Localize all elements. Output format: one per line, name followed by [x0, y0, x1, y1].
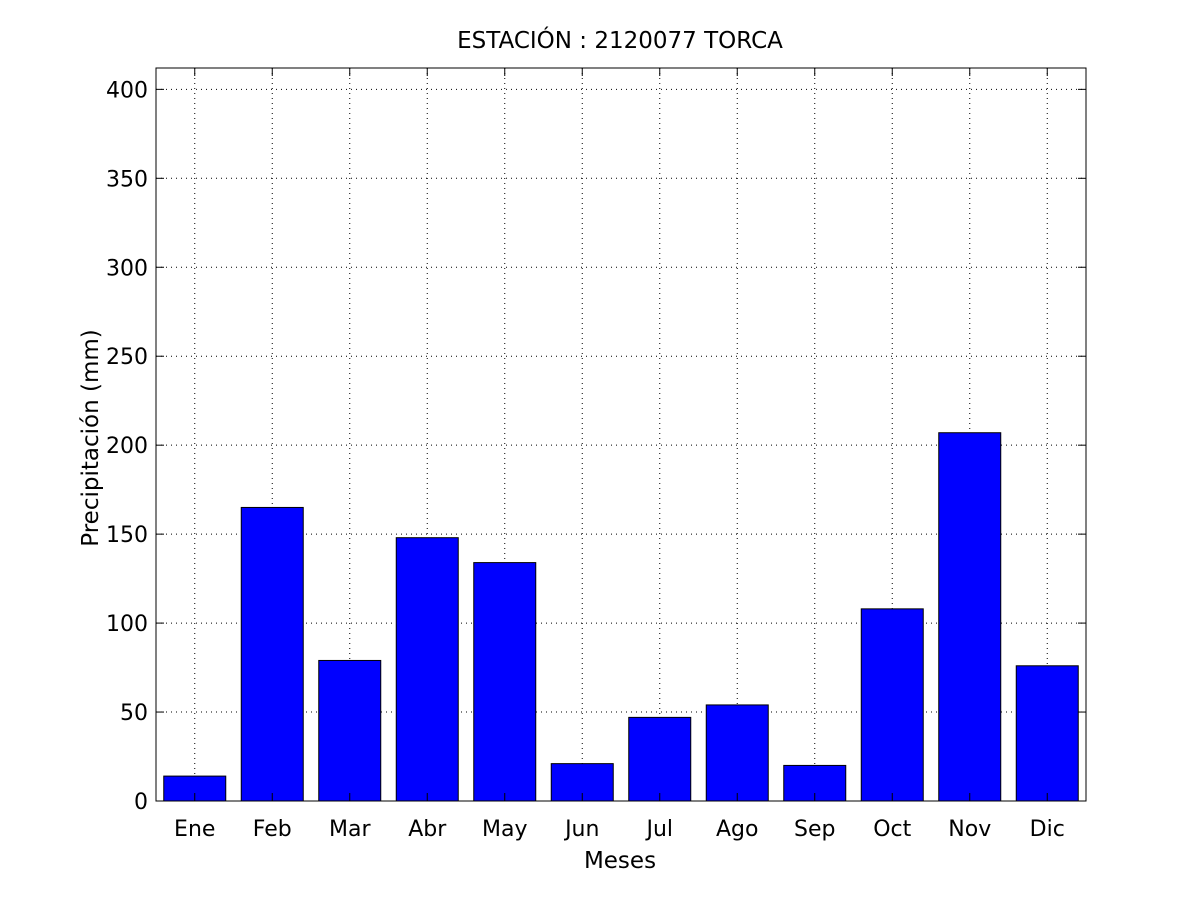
y-tick-label: 150	[106, 523, 148, 548]
x-tick-label: Oct	[873, 817, 911, 842]
y-axis-title: Precipitación (mm)	[78, 329, 104, 546]
x-tick-labels: Ene Feb Mar Abr May Jun Jul Ago Sep Oct Nov Dic	[174, 817, 1065, 842]
x-tick-label: Dic	[1030, 817, 1065, 842]
bar-mar	[318, 659, 382, 802]
y-tick-label: 100	[106, 612, 148, 637]
y-tick-label: 350	[106, 167, 148, 192]
bar-may	[473, 562, 537, 802]
bars	[163, 432, 1079, 802]
y-tick-label: 400	[106, 78, 148, 103]
y-tick-label: 200	[106, 434, 148, 459]
bar-feb	[240, 506, 304, 802]
y-tick-label: 50	[120, 701, 148, 726]
y-tick-label: 300	[106, 256, 148, 281]
x-tick-label: Ago	[716, 817, 758, 842]
x-tick-label: Feb	[253, 817, 292, 842]
x-tick-label: Ene	[174, 817, 215, 842]
bar-jul	[628, 716, 692, 802]
chart-title: ESTACIÓN : 2120077 TORCA	[457, 26, 783, 54]
x-tick-label: Mar	[329, 817, 371, 842]
bar-ago	[705, 704, 769, 802]
y-tick-label: 250	[106, 345, 148, 370]
x-tick-label: Abr	[408, 817, 447, 842]
bar-dic	[1015, 665, 1079, 802]
x-axis-title: Meses	[584, 848, 656, 874]
bar-oct	[860, 608, 924, 802]
x-tick-label: Jun	[563, 817, 599, 842]
y-tick-labels: 0 50 100 150 200 250 300 350 400	[106, 78, 148, 815]
plot-area-frame	[155, 67, 1087, 802]
bar-abr	[395, 537, 459, 802]
tick-marks	[156, 68, 1086, 802]
x-tick-label: May	[482, 817, 527, 842]
bar-nov	[938, 432, 1002, 802]
x-tick-label: Sep	[794, 817, 835, 842]
x-tick-label: Jul	[644, 817, 673, 842]
x-tick-label: Nov	[948, 817, 991, 842]
y-tick-label: 0	[134, 790, 148, 815]
